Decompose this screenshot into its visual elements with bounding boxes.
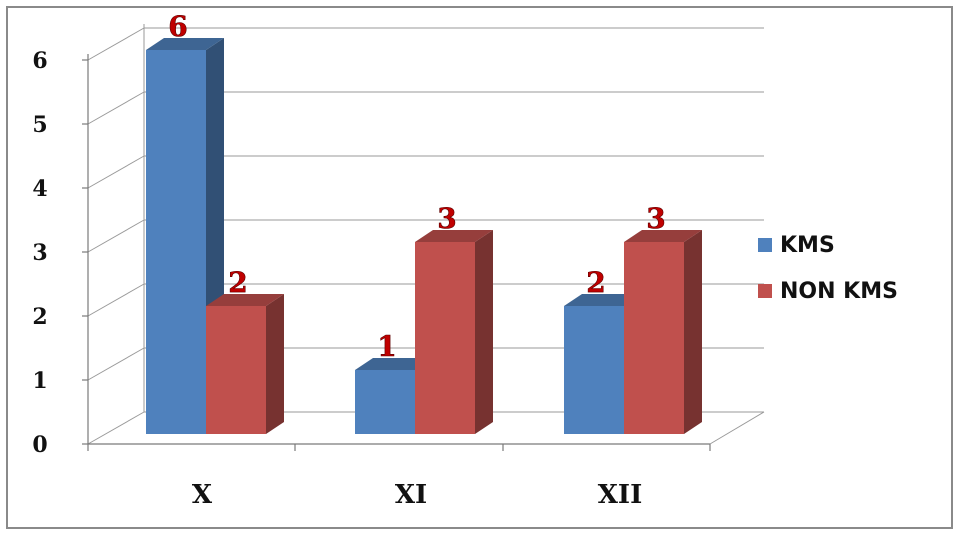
bars — [146, 38, 702, 434]
bar-front — [206, 306, 266, 434]
bar-top — [415, 230, 493, 242]
data-labels: 6 2 1 3 2 3 — [168, 10, 666, 364]
bar — [146, 38, 224, 434]
y-axis-ticks: 0 1 2 3 4 5 6 — [32, 48, 88, 458]
y-tick-label: 2 — [32, 304, 47, 330]
bar-front — [355, 370, 415, 434]
bar — [415, 230, 493, 434]
bar-top — [206, 294, 284, 306]
gridline-side — [87, 91, 145, 125]
bar-top — [624, 230, 702, 242]
x-tick-label: X — [192, 480, 213, 510]
bar-front — [564, 306, 624, 434]
gridline-side — [87, 347, 145, 381]
data-label: 1 — [377, 330, 396, 363]
bar — [624, 230, 702, 434]
floor-right-edge — [709, 411, 765, 445]
bar-top — [564, 294, 642, 306]
data-label: 2 — [228, 266, 247, 299]
y-tick-label: 6 — [32, 48, 47, 74]
gridline-side — [87, 27, 145, 61]
bar — [206, 294, 284, 434]
gridline-side — [87, 155, 145, 189]
bar-side — [266, 294, 284, 434]
x-tick-label: XII — [598, 480, 643, 510]
data-label: 3 — [437, 202, 456, 235]
data-label: 6 — [168, 10, 187, 43]
y-tick-label: 3 — [32, 240, 47, 266]
legend-label: NON KMS — [780, 279, 898, 304]
bar-top — [146, 38, 224, 50]
gridline-side — [87, 283, 145, 317]
legend: KMS NON KMS — [758, 233, 898, 304]
gridline-side — [87, 411, 145, 445]
data-label: 3 — [646, 202, 665, 235]
y-tick-label: 1 — [32, 368, 47, 394]
y-tick-label: 0 — [32, 432, 47, 458]
bar-side — [475, 230, 493, 434]
legend-label: KMS — [780, 233, 835, 258]
y-tick-label: 4 — [32, 176, 47, 202]
axes — [87, 54, 765, 451]
gridline-side — [87, 219, 145, 253]
bar-side — [684, 230, 702, 434]
legend-swatch — [758, 284, 772, 298]
y-tick-label: 5 — [32, 112, 47, 138]
bar-front — [146, 50, 206, 434]
bar-front — [415, 242, 475, 434]
bar-top — [355, 358, 433, 370]
legend-swatch — [758, 238, 772, 252]
x-axis-categories: X XI XII — [192, 480, 642, 510]
data-label: 2 — [586, 266, 605, 299]
bar-front — [624, 242, 684, 434]
x-tick-label: XI — [395, 480, 427, 510]
